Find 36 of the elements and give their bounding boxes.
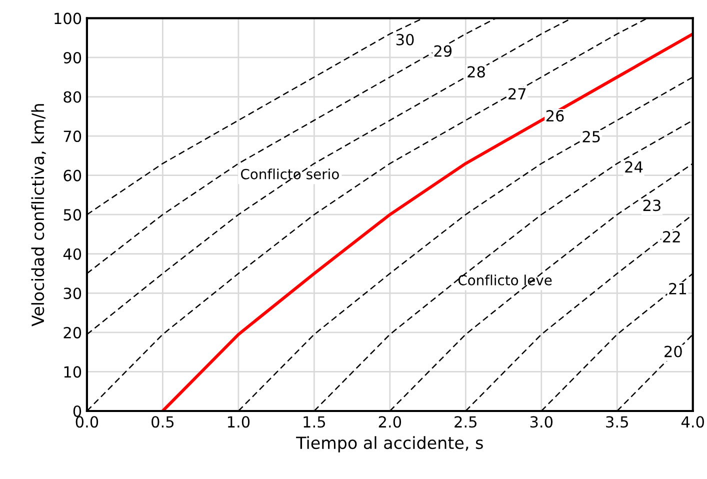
y-tick-label: 100	[54, 12, 82, 24]
annotation: Conflicto serio	[240, 168, 339, 180]
annotation: 29	[434, 45, 452, 57]
y-tick-label: 0	[73, 405, 82, 418]
annotation: 23	[643, 200, 660, 212]
y-tick-label: 70	[64, 130, 82, 142]
y-tick-label: 20	[64, 326, 82, 338]
annotation: Conflicto leve	[458, 274, 552, 286]
x-tick-label: 3.0	[530, 416, 553, 428]
y-tick-label: 90	[64, 52, 82, 64]
y-tick-label: 60	[64, 170, 82, 182]
x-tick-label: 3.5	[606, 416, 628, 428]
annotation: 22	[663, 231, 680, 242]
x-axis-title: Tiempo al accidente, s	[296, 436, 483, 452]
annotation: 20	[664, 346, 682, 358]
x-tick-label: 1.0	[228, 416, 250, 428]
annotation: 30	[396, 34, 414, 46]
x-tick-label: 2.0	[378, 416, 402, 428]
annotation: 24	[625, 161, 643, 172]
line-series	[161, 32, 693, 411]
x-tick-label: 4.0	[681, 416, 704, 428]
annotation: 27	[508, 88, 526, 100]
annotation: 28	[468, 66, 485, 78]
x-tick-label: 1.5	[304, 416, 325, 428]
annotation: 26	[546, 110, 564, 122]
y-tick-label: 40	[63, 248, 82, 260]
y-tick-label: 80	[64, 91, 82, 103]
y-tick-label: 30	[64, 288, 82, 300]
y-tick-label: 10	[64, 366, 82, 378]
x-tick-label: 0.0	[76, 416, 98, 428]
x-tick-label: 0.5	[152, 416, 174, 428]
y-axis-title: Velocidad conflictiva, km/h	[31, 104, 46, 326]
y-tick-label: 50	[64, 209, 82, 221]
annotation: 25	[582, 130, 600, 142]
annotation: 21	[669, 282, 686, 294]
x-tick-label: 2.5	[454, 416, 476, 428]
